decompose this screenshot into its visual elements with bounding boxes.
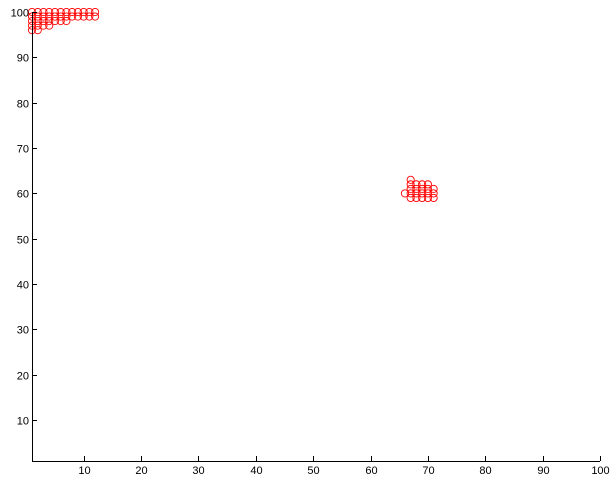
x-tick-label: 70 (422, 465, 434, 477)
y-tick-label: 10 (17, 416, 29, 428)
data-point (423, 189, 432, 198)
data-point (406, 175, 415, 184)
x-tick-label: 100 (591, 465, 609, 477)
x-tick-label: 50 (307, 465, 319, 477)
markers-layer (27, 7, 438, 202)
data-point (91, 12, 100, 21)
x-tick-label: 30 (192, 465, 204, 477)
data-point (418, 184, 427, 193)
y-tick-label: 70 (17, 144, 29, 156)
data-point (45, 12, 54, 21)
y-tick-label: 50 (17, 235, 29, 247)
data-point (412, 189, 421, 198)
data-point (56, 7, 65, 17)
data-point (406, 184, 415, 193)
data-point (68, 12, 77, 21)
data-point (45, 21, 54, 30)
data-point (418, 189, 427, 198)
data-point (56, 17, 65, 26)
data-point (79, 7, 88, 17)
data-point (429, 189, 438, 198)
data-point (39, 17, 48, 26)
data-point (418, 193, 427, 202)
data-point (79, 12, 88, 21)
data-point (418, 180, 427, 189)
data-point (45, 17, 54, 26)
data-point (39, 7, 48, 17)
y-tick-label: 30 (17, 325, 29, 337)
data-point (50, 17, 60, 26)
data-point (406, 180, 415, 189)
data-point (56, 12, 65, 21)
data-point (412, 184, 421, 193)
x-tick-label: 80 (479, 465, 491, 477)
data-point (85, 7, 94, 17)
x-tick-label: 90 (537, 465, 549, 477)
y-tick-label: 20 (17, 371, 29, 383)
data-point (406, 189, 415, 198)
data-point (423, 180, 432, 189)
y-tick-label: 60 (17, 189, 29, 201)
axes-layer (32, 12, 600, 462)
data-point (91, 7, 100, 17)
data-point (33, 12, 42, 21)
data-point (406, 193, 415, 202)
data-point (62, 12, 71, 21)
data-point (423, 193, 432, 202)
data-point (412, 193, 421, 202)
data-point (39, 21, 48, 30)
data-point (50, 12, 60, 21)
y-tick-label: 80 (17, 99, 29, 111)
data-point (33, 21, 42, 30)
data-point (62, 17, 71, 26)
data-point (423, 184, 432, 193)
x-tick-label: 40 (250, 465, 262, 477)
ticks-layer: 10 20 30 40 50 60 70 80 90 100 10 20 30 40 50 60 70 80 90 1… (11, 8, 610, 478)
data-point (68, 7, 77, 17)
y-tick-label: 90 (17, 53, 29, 65)
data-point (400, 189, 409, 198)
x-tick-label: 20 (135, 465, 147, 477)
y-tick-label: 40 (17, 280, 29, 292)
y-tick-label: 100 (11, 8, 29, 20)
data-point (33, 17, 42, 26)
data-point (429, 193, 438, 202)
data-point (412, 180, 421, 189)
data-point (62, 7, 71, 17)
data-point (85, 12, 94, 21)
data-point (429, 184, 438, 193)
data-point (33, 26, 42, 35)
data-point (39, 12, 48, 21)
x-tick-label: 60 (365, 465, 377, 477)
x-tick-label: 10 (78, 465, 90, 477)
data-point (73, 7, 82, 17)
data-point (50, 7, 60, 17)
data-point (73, 12, 82, 21)
data-point (45, 7, 54, 17)
